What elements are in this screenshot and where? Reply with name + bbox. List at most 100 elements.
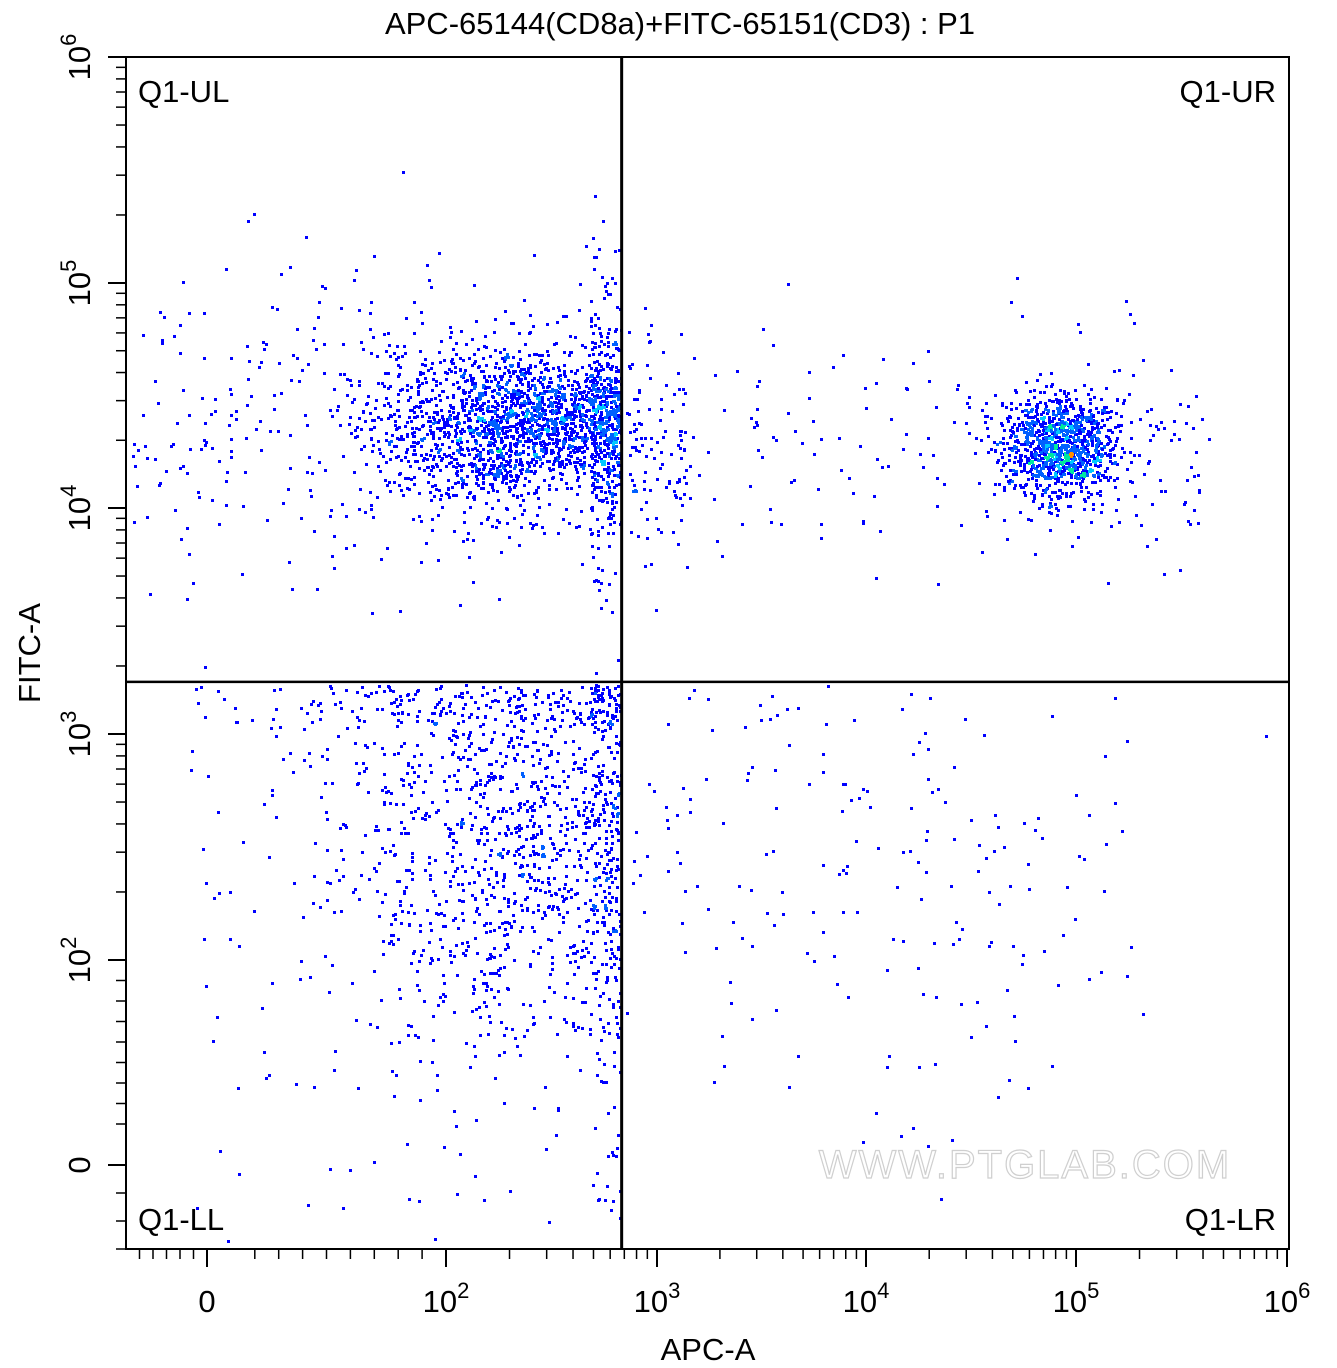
- event-dot: [339, 424, 342, 427]
- event-dot: [324, 955, 327, 958]
- event-dot: [425, 542, 428, 545]
- event-dot: [618, 249, 621, 252]
- event-dot: [558, 913, 561, 916]
- event-dot: [564, 883, 567, 886]
- event-dot: [1082, 477, 1085, 480]
- event-dot: [775, 439, 778, 442]
- event-dot: [581, 366, 584, 369]
- event-dot: [611, 423, 614, 426]
- event-dot: [555, 438, 558, 441]
- event-dot: [499, 456, 502, 459]
- event-dot: [471, 364, 474, 367]
- event-dot: [333, 567, 336, 570]
- event-dot: [268, 1074, 271, 1077]
- event-dot: [1019, 511, 1022, 514]
- event-dot: [613, 413, 616, 416]
- event-dot: [605, 395, 608, 398]
- event-dot: [552, 430, 555, 433]
- event-dot: [535, 852, 538, 855]
- event-dot: [610, 413, 613, 416]
- event-dot: [486, 839, 489, 842]
- event-dot: [593, 417, 596, 420]
- event-dot: [435, 688, 438, 691]
- event-dot: [569, 427, 572, 430]
- event-dot: [196, 1207, 199, 1210]
- event-dot: [389, 414, 392, 417]
- event-dot: [546, 443, 549, 446]
- event-dot: [603, 440, 606, 443]
- event-dot: [463, 372, 466, 375]
- event-dot: [1121, 447, 1124, 450]
- event-dot: [540, 359, 543, 362]
- event-dot: [419, 401, 422, 404]
- event-dot: [534, 703, 537, 706]
- event-dot: [612, 343, 615, 346]
- event-dot: [577, 476, 580, 479]
- event-dot: [511, 398, 514, 401]
- event-dot: [608, 486, 611, 489]
- event-dot: [518, 874, 521, 877]
- event-dot: [540, 796, 543, 799]
- event-dot: [965, 422, 968, 425]
- event-dot: [478, 468, 481, 471]
- event-dot: [787, 283, 790, 286]
- event-dot: [1044, 461, 1047, 464]
- event-dot: [456, 470, 459, 473]
- event-dot: [549, 973, 552, 976]
- event-dot: [618, 431, 621, 434]
- event-dot: [186, 527, 189, 530]
- event-dot: [429, 878, 432, 881]
- event-dot: [617, 685, 620, 688]
- event-dot: [356, 716, 359, 719]
- event-dot: [523, 484, 526, 487]
- event-dot: [509, 364, 512, 367]
- event-dot: [448, 433, 451, 436]
- event-dot: [1106, 454, 1109, 457]
- event-dot: [560, 824, 563, 827]
- event-dot: [1065, 399, 1068, 402]
- event-dot: [493, 956, 496, 959]
- event-dot: [1070, 482, 1073, 485]
- event-dot: [1062, 446, 1065, 449]
- event-dot: [519, 806, 522, 809]
- event-dot: [511, 1028, 514, 1031]
- event-dot: [475, 408, 478, 411]
- event-dot: [546, 766, 549, 769]
- event-dot: [507, 463, 510, 466]
- event-dot: [520, 472, 523, 475]
- event-dot: [984, 415, 987, 418]
- event-dot: [496, 384, 499, 387]
- event-dot: [537, 879, 540, 882]
- event-dot: [465, 483, 468, 486]
- event-dot: [808, 397, 811, 400]
- event-dot: [454, 371, 457, 374]
- event-dot: [490, 472, 493, 475]
- event-dot: [574, 398, 577, 401]
- event-dot: [132, 455, 135, 458]
- event-dot: [1089, 402, 1092, 405]
- event-dot: [591, 419, 594, 422]
- event-dot: [487, 405, 490, 408]
- event-dot: [514, 827, 517, 830]
- event-dot: [425, 412, 428, 415]
- event-dot: [537, 379, 540, 382]
- event-dot: [367, 791, 370, 794]
- event-dot: [438, 351, 441, 354]
- event-dot: [290, 379, 293, 382]
- event-dot: [533, 472, 536, 475]
- event-dot: [394, 424, 397, 427]
- event-dot: [1128, 393, 1131, 396]
- event-dot: [230, 456, 233, 459]
- event-dot: [1042, 461, 1045, 464]
- event-dot: [493, 996, 496, 999]
- event-dot: [418, 428, 421, 431]
- event-dot: [1050, 449, 1053, 452]
- event-dot: [462, 756, 465, 759]
- event-dot: [1074, 448, 1077, 451]
- event-dot: [585, 806, 588, 809]
- event-dot: [638, 391, 641, 394]
- event-dot: [1044, 456, 1047, 459]
- event-dot: [1103, 409, 1106, 412]
- event-dot: [458, 451, 461, 454]
- event-dot: [553, 460, 556, 463]
